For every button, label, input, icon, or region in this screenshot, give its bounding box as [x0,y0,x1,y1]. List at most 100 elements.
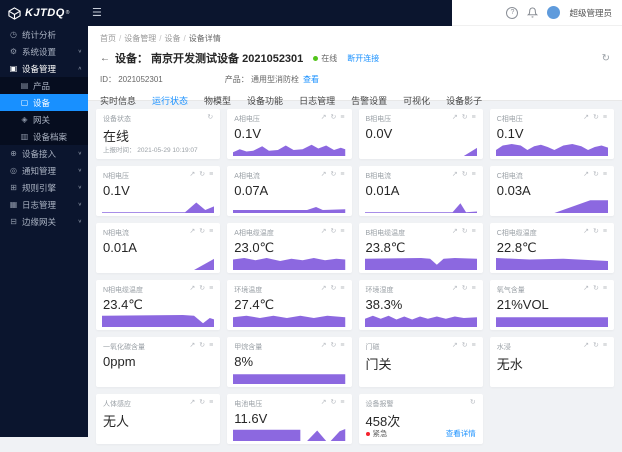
trend-icon[interactable]: ↗ [320,285,327,292]
logo-text: KJTDQ [25,7,65,19]
more-icon[interactable]: ≡ [602,171,607,178]
sidebar-item-edge-gateway[interactable]: ⊟ 边缘网关 ∨ [0,213,88,230]
more-icon[interactable]: ≡ [471,171,476,178]
tab-device-shadow[interactable]: 设备影子 [446,96,483,106]
more-icon[interactable]: ≡ [340,342,345,349]
trend-icon[interactable]: ↗ [320,171,327,178]
more-icon[interactable]: ≡ [209,342,214,349]
tab-log-management[interactable]: 日志管理 [299,96,336,106]
alarm-detail-link[interactable]: 查看详情 [445,429,476,438]
trend-icon[interactable]: ↗ [189,285,196,292]
refresh-icon[interactable]: ↻ [461,114,468,121]
sidebar-item-rule-engine[interactable]: ⊞ 规则引擎 ∨ [0,179,88,196]
product-view-link[interactable]: 查看 [302,75,319,84]
more-icon[interactable]: ≡ [602,228,607,235]
sidebar-item-log-management[interactable]: ▦ 日志管理 ∨ [0,196,88,213]
user-avatar[interactable] [547,6,561,19]
refresh-icon[interactable]: ↻ [593,285,599,292]
refresh-icon[interactable]: ↻ [593,228,599,235]
more-icon[interactable]: ≡ [471,342,476,349]
refresh-icon[interactable]: ↻ [199,399,206,406]
disconnect-link[interactable]: 断开连接 [347,53,380,63]
refresh-icon[interactable]: ↻ [330,399,337,406]
user-name[interactable]: 超级管理员 [569,7,612,18]
trend-icon[interactable]: ↗ [451,114,458,121]
back-arrow-icon[interactable]: ← [100,52,110,64]
menu-fold-icon[interactable]: ☰ [92,7,102,19]
sidebar-item-product[interactable]: ▤ 产品 [0,77,88,94]
trend-icon[interactable]: ↗ [583,285,590,292]
more-icon[interactable]: ≡ [209,399,214,406]
refresh-icon[interactable]: ↻ [330,171,337,178]
help-icon[interactable]: ? [506,6,519,19]
more-icon[interactable]: ≡ [209,285,214,292]
refresh-icon[interactable]: ↻ [461,228,468,235]
trend-icon[interactable]: ↗ [451,228,458,235]
refresh-icon[interactable]: ↻ [593,171,599,178]
trend-icon[interactable]: ↗ [189,342,196,349]
refresh-icon[interactable]: ↻ [199,171,206,178]
trend-icon[interactable]: ↗ [583,171,590,178]
tab-visualization[interactable]: 可视化 [403,96,431,106]
trend-icon[interactable]: ↗ [583,342,590,349]
refresh-icon[interactable]: ↻ [593,342,599,349]
sidebar-item-notification[interactable]: ◎ 通知管理 ∨ [0,162,88,179]
trend-icon[interactable]: ↗ [320,342,327,349]
trend-icon[interactable]: ↗ [189,171,196,178]
refresh-icon[interactable]: ↻ [199,285,206,292]
more-icon[interactable]: ≡ [340,114,345,121]
trend-icon[interactable]: ↗ [320,399,327,406]
breadcrumb-item[interactable]: 设备管理 [124,34,157,43]
sidebar-item-device[interactable]: ▢ 设备 [0,94,88,111]
more-icon[interactable]: ≡ [340,228,345,235]
trend-icon[interactable]: ↗ [583,114,590,121]
logo: KJTDQ ® [8,0,69,26]
trend-icon[interactable]: ↗ [451,171,458,178]
more-icon[interactable]: ≡ [471,114,476,121]
more-icon[interactable]: ≡ [209,228,214,235]
sidebar-item-statistics[interactable]: ◷ 统计分析 [0,26,88,43]
breadcrumb-item[interactable]: 首页 [100,34,116,43]
more-icon[interactable]: ≡ [602,114,607,121]
trend-icon[interactable]: ↗ [320,114,327,121]
sidebar-menu: ◷ 统计分析 ⚙ 系统设置 ∨ ▣ 设备管理 ∧ ▤ 产品 ▢ 设备 ◈ 网关 ▥ 设备档案 ⊕ 设备接入 ∨ ◎ 通知… [0,26,88,230]
tab-realtime-info[interactable]: 实时信息 [100,96,137,106]
more-icon[interactable]: ≡ [471,228,476,235]
more-icon[interactable]: ≡ [209,171,214,178]
sidebar-item-device-management[interactable]: ▣ 设备管理 ∧ [0,60,88,77]
tab-alarm-settings[interactable]: 告警设置 [351,96,388,106]
trend-icon[interactable]: ↗ [320,228,327,235]
refresh-icon[interactable]: ↻ [461,171,468,178]
tab-thing-model[interactable]: 物模型 [204,96,232,106]
trend-icon[interactable]: ↗ [451,285,458,292]
refresh-icon[interactable]: ↻ [330,114,337,121]
page-refresh-icon[interactable]: ↻ [601,52,610,64]
sidebar-item-device-archive[interactable]: ▥ 设备档案 [0,128,88,145]
refresh-icon[interactable]: ↻ [469,399,476,406]
refresh-icon[interactable]: ↻ [461,342,468,349]
refresh-icon[interactable]: ↻ [207,114,214,121]
refresh-icon[interactable]: ↻ [199,228,206,235]
trend-icon[interactable]: ↗ [189,228,196,235]
more-icon[interactable]: ≡ [340,285,345,292]
trend-icon[interactable]: ↗ [451,342,458,349]
more-icon[interactable]: ≡ [340,399,345,406]
more-icon[interactable]: ≡ [602,285,607,292]
more-icon[interactable]: ≡ [471,285,476,292]
more-icon[interactable]: ≡ [602,342,607,349]
refresh-icon[interactable]: ↻ [199,342,206,349]
refresh-icon[interactable]: ↻ [330,228,337,235]
more-icon[interactable]: ≡ [340,171,345,178]
breadcrumb-item[interactable]: 设备 [164,34,181,43]
bell-icon[interactable] [527,7,539,18]
tab-device-function[interactable]: 设备功能 [247,96,284,106]
refresh-icon[interactable]: ↻ [593,114,599,121]
sidebar-item-device-access[interactable]: ⊕ 设备接入 ∨ [0,145,88,162]
refresh-icon[interactable]: ↻ [461,285,468,292]
refresh-icon[interactable]: ↻ [330,285,337,292]
trend-icon[interactable]: ↗ [189,399,196,406]
sidebar-item-gateway[interactable]: ◈ 网关 [0,111,88,128]
sidebar-item-system-settings[interactable]: ⚙ 系统设置 ∨ [0,43,88,60]
refresh-icon[interactable]: ↻ [330,342,337,349]
trend-icon[interactable]: ↗ [583,228,590,235]
